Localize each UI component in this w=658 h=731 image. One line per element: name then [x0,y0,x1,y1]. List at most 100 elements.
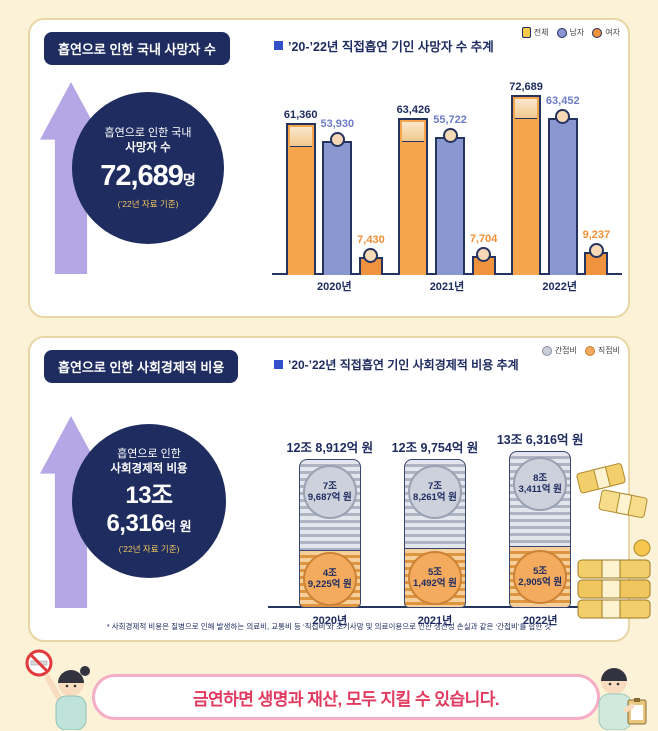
badge-line1: 5조 [533,565,548,577]
total-deaths-label: 61,360 [283,109,318,121]
costs-highlight-circle: 흡연으로 인한 사회경제적 비용 13조 6,316억 원 (’22년 자료 기… [72,424,226,578]
total-cost-label: 12조 8,912억 원 [286,441,374,455]
costs-stack-groups: 12조 8,912억 원 7조 9,687억 원 4조 9,225억 원 [268,390,602,628]
character-right [598,668,647,730]
deaths-highlight-basis: (’22년 자료 기준) [117,198,179,209]
female-face-icon [476,247,492,262]
male-face-icon [555,109,571,124]
indirect-coin-stack: 8조 3,411억 원 [509,451,572,547]
badge-line2: 2,905억 원 [518,577,563,588]
deaths-highlight-circle: 흡연으로 인한 국내 사망자 수 72,689명 (’22년 자료 기준) [72,92,224,244]
costs-header-label: 흡연으로 인한 사회경제적 비용 [58,360,225,375]
badge-line1: 4조 [322,567,337,579]
male-deaths-label: 53,930 [320,118,355,130]
deaths-highlight-value: 72,689 [100,160,184,193]
costs-highlight-unit: 억 원 [164,518,192,534]
costs-legend: 간접비 직접비 [541,345,620,356]
legend-item-male: 남자 [556,27,585,38]
total-deaths-bar [398,118,429,275]
costs-panel-header: 흡연으로 인한 사회경제적 비용 [44,350,239,383]
hand-cigarette-image [289,127,312,147]
legend-item-indirect: 간접비 [541,345,577,356]
indirect-coin-stack: 7조 9,687억 원 [298,459,361,551]
female-bar-col: 9,237 [582,229,611,275]
deaths-panel-header: 흡연으로 인한 국내 사망자 수 [44,32,230,65]
badge-line2: 9,687억 원 [307,492,352,503]
no-smoking-icon [25,649,53,677]
deaths-highlight-line1: 흡연으로 인한 국내 [104,127,192,140]
male-bar-col: 55,722 [433,114,467,275]
deaths-header-label: 흡연으로 인한 국내 사망자 수 [58,42,216,57]
gray-coin-icon [541,345,552,356]
year-label: 2021년 [429,281,465,293]
male-bar-col: 53,930 [320,118,355,275]
year-label: 2020년 [312,615,348,627]
costs-chart: 12조 8,912억 원 7조 9,687억 원 4조 9,225억 원 [268,390,602,628]
legend-item-direct: 직접비 [584,345,620,356]
deaths-chart-title: ’20-’22년 직접흡연 기인 사망자 수 추계 [274,36,494,55]
indirect-cost-badge: 7조 8,261억 원 [407,465,462,519]
legend-male-label: 남자 [569,28,585,37]
hand-cigarette-image [515,99,538,119]
total-cost-label: 13조 6,316억 원 [496,433,584,447]
indirect-cost-badge: 7조 9,687억 원 [302,465,357,519]
coin-group-2020: 12조 8,912억 원 7조 9,687억 원 4조 9,225억 원 [287,437,374,628]
costs-highlight-value-row: 6,316억 원 [106,510,191,538]
total-bar-col: 61,360 [284,109,318,275]
badge-line1: 7조 [427,480,442,492]
square-bullet-icon [274,360,283,369]
male-dot-icon [556,27,567,38]
direct-cost-badge: 4조 9,225억 원 [302,552,357,606]
male-face-icon [329,132,345,147]
badge-line1: 8조 [533,472,548,484]
badge-line2: 9,225억 원 [307,579,352,590]
clipboard-icon [627,698,647,725]
banner: 금연하면 생명과 재산, 모두 지킬 수 있습니다. [92,674,600,720]
deaths-highlight-value-row: 72,689명 [100,161,196,191]
deaths-chart: 61,360 53,930 7,430 [272,66,622,294]
total-cost-label: 12조 9,754억 원 [391,441,479,455]
banner-text: 금연하면 생명과 재산, 모두 지킬 수 있습니다. [192,689,500,709]
legend-item-total: 전체 [521,27,549,38]
male-face-icon [442,128,458,143]
coin-group-2021: 12조 9,754억 원 7조 8,261억 원 5조 1,492억 원 [392,437,479,628]
costs-panel: 흡연으로 인한 사회경제적 비용 ’20-’22년 직접흡연 기인 사회경제적 … [28,336,630,642]
indirect-coin-stack: 7조 8,261억 원 [403,459,466,549]
legend-item-female: 여자 [592,27,620,38]
costs-highlight-line2: 사회경제적 비용 [110,462,188,475]
deaths-panel: 흡연으로 인한 국내 사망자 수 ’20-’22년 직접흡연 기인 사망자 수 … [28,18,630,318]
female-deaths-label: 9,237 [582,229,611,241]
costs-highlight-line1: 흡연으로 인한 [117,447,181,460]
male-deaths-label: 55,722 [433,114,467,126]
deaths-chart-title-text: ’20-’22년 직접흡연 기인 사망자 수 추계 [288,40,494,54]
legend-total-label: 전체 [533,28,549,37]
female-deaths-label: 7,704 [469,233,498,245]
female-bar-col: 7,704 [469,233,498,275]
deaths-highlight-line2: 사망자 수 [125,141,171,154]
total-bar-col: 63,426 [396,104,431,275]
direct-coin-stack: 5조 1,492억 원 [403,549,466,608]
legend-direct-label: 직접비 [597,346,620,355]
total-deaths-label: 63,426 [396,104,431,116]
total-bar-col: 72,689 [509,81,543,275]
cost-footnote: * 사회경제적 비용은 질병으로 인해 발생하는 의료비, 교통비 등 ‘직접비… [106,622,552,631]
male-deaths-label: 63,452 [545,95,580,107]
badge-line2: 3,411억 원 [518,484,562,495]
direct-coin-stack: 4조 9,225억 원 [298,551,361,608]
female-deaths-label: 7,430 [357,234,385,246]
bar-group-2021: 63,426 55,722 7,704 [397,104,498,294]
indirect-cost-badge: 8조 3,411억 원 [513,457,568,511]
banknotes-illustration [576,463,651,619]
female-dot-icon [592,27,603,38]
coin-group-2022: 13조 6,316억 원 8조 3,411억 원 5조 2,905억 원 [497,429,584,628]
male-deaths-bar [322,141,353,275]
badge-line1: 5조 [427,566,442,578]
badge-line2: 8,261억 원 [413,492,457,503]
total-deaths-label: 72,689 [509,81,543,93]
male-deaths-bar [547,118,578,275]
total-deaths-bar [285,123,316,275]
hand-cigarette-image [402,122,425,142]
coin-stack: 7조 9,687억 원 4조 9,225억 원 [298,459,361,608]
deaths-bar-groups: 61,360 53,930 7,430 [272,66,622,294]
